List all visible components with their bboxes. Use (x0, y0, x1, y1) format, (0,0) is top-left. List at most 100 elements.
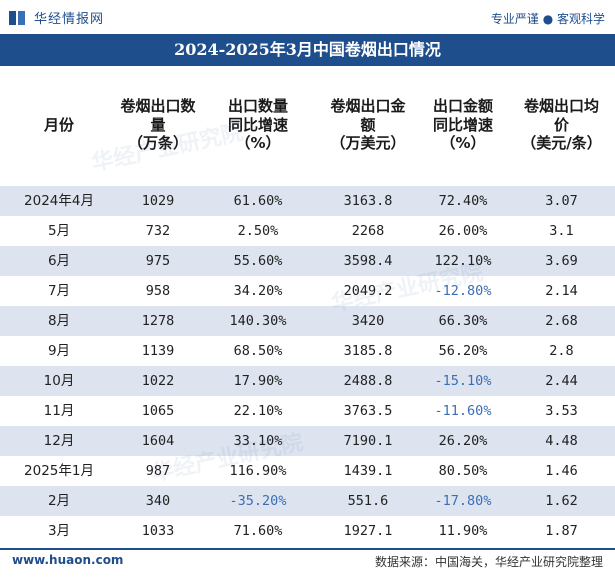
column-header-avg-price: 卷烟出口均 价 （美元/条） (521, 96, 602, 153)
column-header-value-yoy: 出口金额 同比增速 （%） (432, 96, 493, 153)
cell-avg-price: 1.87 (545, 523, 578, 539)
cell-avg-price: 3.53 (545, 403, 578, 419)
cell-value-yoy: 26.20% (438, 433, 488, 449)
cell-value-yoy: 80.50% (438, 463, 488, 479)
cell-month: 9月 (47, 343, 71, 359)
cell-export-value: 7190.1 (343, 433, 393, 449)
cell-volume-yoy: 2.50% (237, 223, 279, 239)
cell-export-volume: 1029 (141, 193, 175, 209)
cell-month: 3月 (47, 523, 71, 539)
footer-divider (0, 548, 615, 550)
cell-export-volume: 1604 (141, 433, 175, 449)
cell-volume-yoy: 71.60% (233, 523, 283, 539)
cell-month: 2024年4月 (24, 193, 94, 209)
column-header-month: 月份 (43, 115, 74, 134)
logo-text: 华经情报网 (34, 12, 105, 27)
logo[interactable]: 华经情报网 (8, 8, 104, 27)
cell-value-yoy: -15.10% (434, 373, 492, 389)
footer-source: 数据来源：中国海关，华经产业研究院整理 (374, 555, 603, 569)
cell-volume-yoy: 22.10% (233, 403, 283, 419)
cell-avg-price: 2.44 (545, 373, 578, 389)
tagline: 专业严谨 ● 客观科学 (490, 12, 605, 26)
cell-avg-price: 2.68 (545, 313, 578, 329)
cell-export-value: 3420 (351, 313, 385, 329)
cell-month: 2月 (47, 493, 71, 509)
table-row: 10月 1022 17.90% 2488.8 -15.10% 2.44 (0, 366, 615, 396)
table-row: 6月 975 55.60% 3598.4 122.10% 3.69 (0, 246, 615, 276)
table-row: 3月 1033 71.60% 1927.1 11.90% 1.87 (0, 516, 615, 546)
cell-export-volume: 958 (145, 283, 171, 299)
cell-avg-price: 2.14 (545, 283, 578, 299)
cell-month: 10月 (43, 373, 75, 389)
cell-avg-price: 2.8 (549, 343, 574, 359)
table-row: 11月 1065 22.10% 3763.5 -11.60% 3.53 (0, 396, 615, 426)
cell-value-yoy: 72.40% (438, 193, 488, 209)
logo-icon (9, 10, 25, 25)
cell-export-value: 551.6 (347, 493, 389, 509)
cell-month: 12月 (43, 433, 75, 449)
cell-export-value: 1439.1 (343, 463, 393, 479)
cell-month: 8月 (47, 313, 71, 329)
column-header-export-value: 卷烟出口金 额 （万美元） (330, 96, 406, 153)
table-header: 月份 卷烟出口数 量 （万条） 出口数量 同比增速 （%） 卷烟出口金 额 （万… (0, 66, 615, 184)
table-row: 2025年1月 987 116.90% 1439.1 80.50% 1.46 (0, 456, 615, 486)
cell-export-volume: 1033 (141, 523, 175, 539)
cell-export-value: 2268 (351, 223, 385, 239)
cell-export-volume: 732 (145, 223, 171, 239)
table-row: 12月 1604 33.10% 7190.1 26.20% 4.48 (0, 426, 615, 456)
cell-export-volume: 975 (145, 253, 171, 269)
cell-export-volume: 1278 (141, 313, 175, 329)
table-row: 2月 340 -35.20% 551.6 -17.80% 1.62 (0, 486, 615, 516)
table-row: 9月 1139 68.50% 3185.8 56.20% 2.8 (0, 336, 615, 366)
cell-export-value: 3598.4 (343, 253, 393, 269)
cell-avg-price: 3.1 (549, 223, 574, 239)
cell-volume-yoy: -35.20% (229, 493, 287, 509)
cell-volume-yoy: 34.20% (233, 283, 283, 299)
cell-volume-yoy: 116.90% (229, 463, 287, 479)
cell-avg-price: 3.07 (545, 193, 578, 209)
cell-volume-yoy: 61.60% (233, 193, 283, 209)
cell-export-volume: 1022 (141, 373, 175, 389)
cell-value-yoy: 26.00% (438, 223, 488, 239)
cell-export-volume: 987 (145, 463, 171, 479)
cell-export-volume: 1139 (141, 343, 175, 359)
cell-export-value: 2488.8 (343, 373, 393, 389)
column-header-volume-yoy: 出口数量 同比增速 （%） (227, 96, 288, 153)
page-title: 2024-2025年3月中国卷烟出口情况 (0, 34, 615, 66)
footer-url[interactable]: www.huaon.com (12, 553, 124, 567)
cell-month: 11月 (43, 403, 75, 419)
cell-export-value: 3163.8 (343, 193, 393, 209)
top-bar: 华经情报网 专业严谨 ● 客观科学 (0, 0, 615, 34)
cell-volume-yoy: 55.60% (233, 253, 283, 269)
cell-avg-price: 4.48 (545, 433, 578, 449)
cell-volume-yoy: 17.90% (233, 373, 283, 389)
cell-value-yoy: 56.20% (438, 343, 488, 359)
cell-export-value: 3763.5 (343, 403, 393, 419)
cell-volume-yoy: 68.50% (233, 343, 283, 359)
cell-export-value: 1927.1 (343, 523, 393, 539)
cell-value-yoy: -17.80% (434, 493, 492, 509)
table-row: 8月 1278 140.30% 3420 66.30% 2.68 (0, 306, 615, 336)
cell-volume-yoy: 140.30% (229, 313, 287, 329)
cell-avg-price: 1.46 (545, 463, 578, 479)
cell-volume-yoy: 33.10% (233, 433, 283, 449)
cell-value-yoy: 66.30% (438, 313, 488, 329)
cell-month: 6月 (47, 253, 71, 269)
cell-export-volume: 340 (145, 493, 171, 509)
table-row: 7月 958 34.20% 2049.2 -12.80% 2.14 (0, 276, 615, 306)
cell-value-yoy: 11.90% (438, 523, 488, 539)
column-header-export-volume: 卷烟出口数 量 （万条） (120, 96, 196, 153)
cell-month: 5月 (47, 223, 71, 239)
table-row: 5月 732 2.50% 2268 26.00% 3.1 (0, 216, 615, 246)
table-row: 2024年4月 1029 61.60% 3163.8 72.40% 3.07 (0, 186, 615, 216)
cell-month: 7月 (47, 283, 71, 299)
cell-export-value: 2049.2 (343, 283, 393, 299)
cell-export-value: 3185.8 (343, 343, 393, 359)
cell-value-yoy: -11.60% (434, 403, 492, 419)
cell-value-yoy: 122.10% (434, 253, 492, 269)
cell-month: 2025年1月 (24, 463, 94, 479)
cell-avg-price: 1.62 (545, 493, 578, 509)
cell-value-yoy: -12.80% (434, 283, 492, 299)
cell-avg-price: 3.69 (545, 253, 578, 269)
cell-export-volume: 1065 (141, 403, 175, 419)
